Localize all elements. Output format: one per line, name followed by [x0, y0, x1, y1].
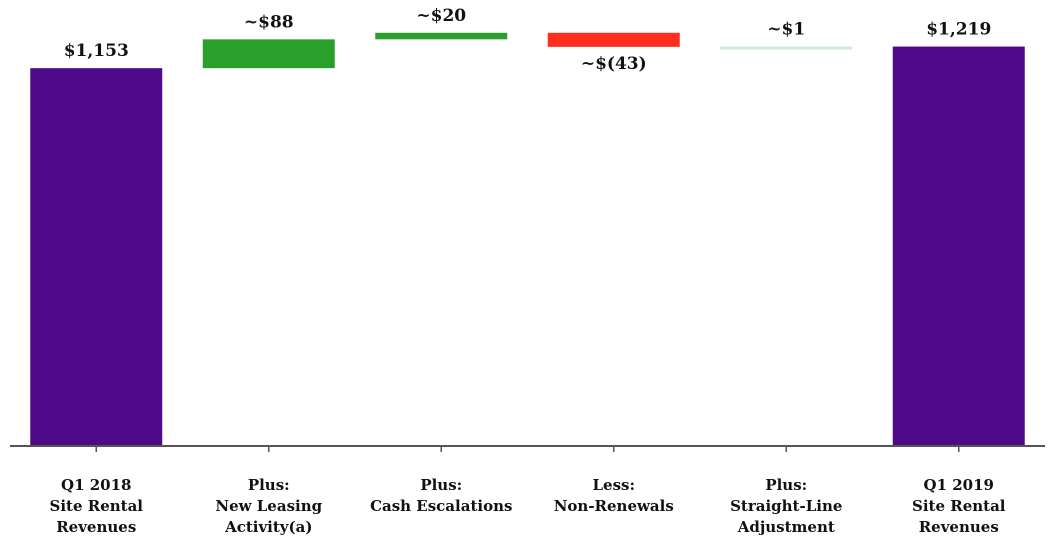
category-label-0: Q1 2018 Site Rental Revenues [50, 476, 144, 536]
category-labels-layer: Q1 2018 Site Rental Revenues Plus: New Leasi… [50, 476, 1006, 536]
bar-2 [375, 32, 508, 40]
category-label-3: Less: Non-Renewals [554, 476, 674, 515]
x-ticks-layer [95, 446, 960, 452]
value-label-1: ~$88 [244, 12, 294, 32]
value-label-3: ~$(43) [581, 54, 647, 74]
value-label-4: ~$1 [767, 20, 805, 40]
category-label-5: Q1 2019 Site Rental Revenues [912, 476, 1006, 536]
value-label-5: $1,219 [926, 20, 991, 40]
value-label-2: ~$20 [416, 6, 466, 26]
bar-3 [547, 32, 680, 47]
bars-layer [30, 32, 1025, 446]
value-labels-layer: $1,153 ~$88 ~$20 ~$(43) ~$1 $1,219 [64, 6, 992, 74]
value-label-0: $1,153 [64, 41, 129, 61]
category-label-1: Plus: New Leasing Activity(a) [215, 476, 322, 536]
category-label-2: Plus: Cash Escalations [370, 476, 512, 515]
bar-1 [202, 39, 335, 69]
bar-4 [720, 46, 853, 50]
category-label-4: Plus: Straight-Line Adjustment [730, 476, 842, 536]
bar-5 [892, 46, 1025, 446]
bar-0 [30, 68, 163, 446]
